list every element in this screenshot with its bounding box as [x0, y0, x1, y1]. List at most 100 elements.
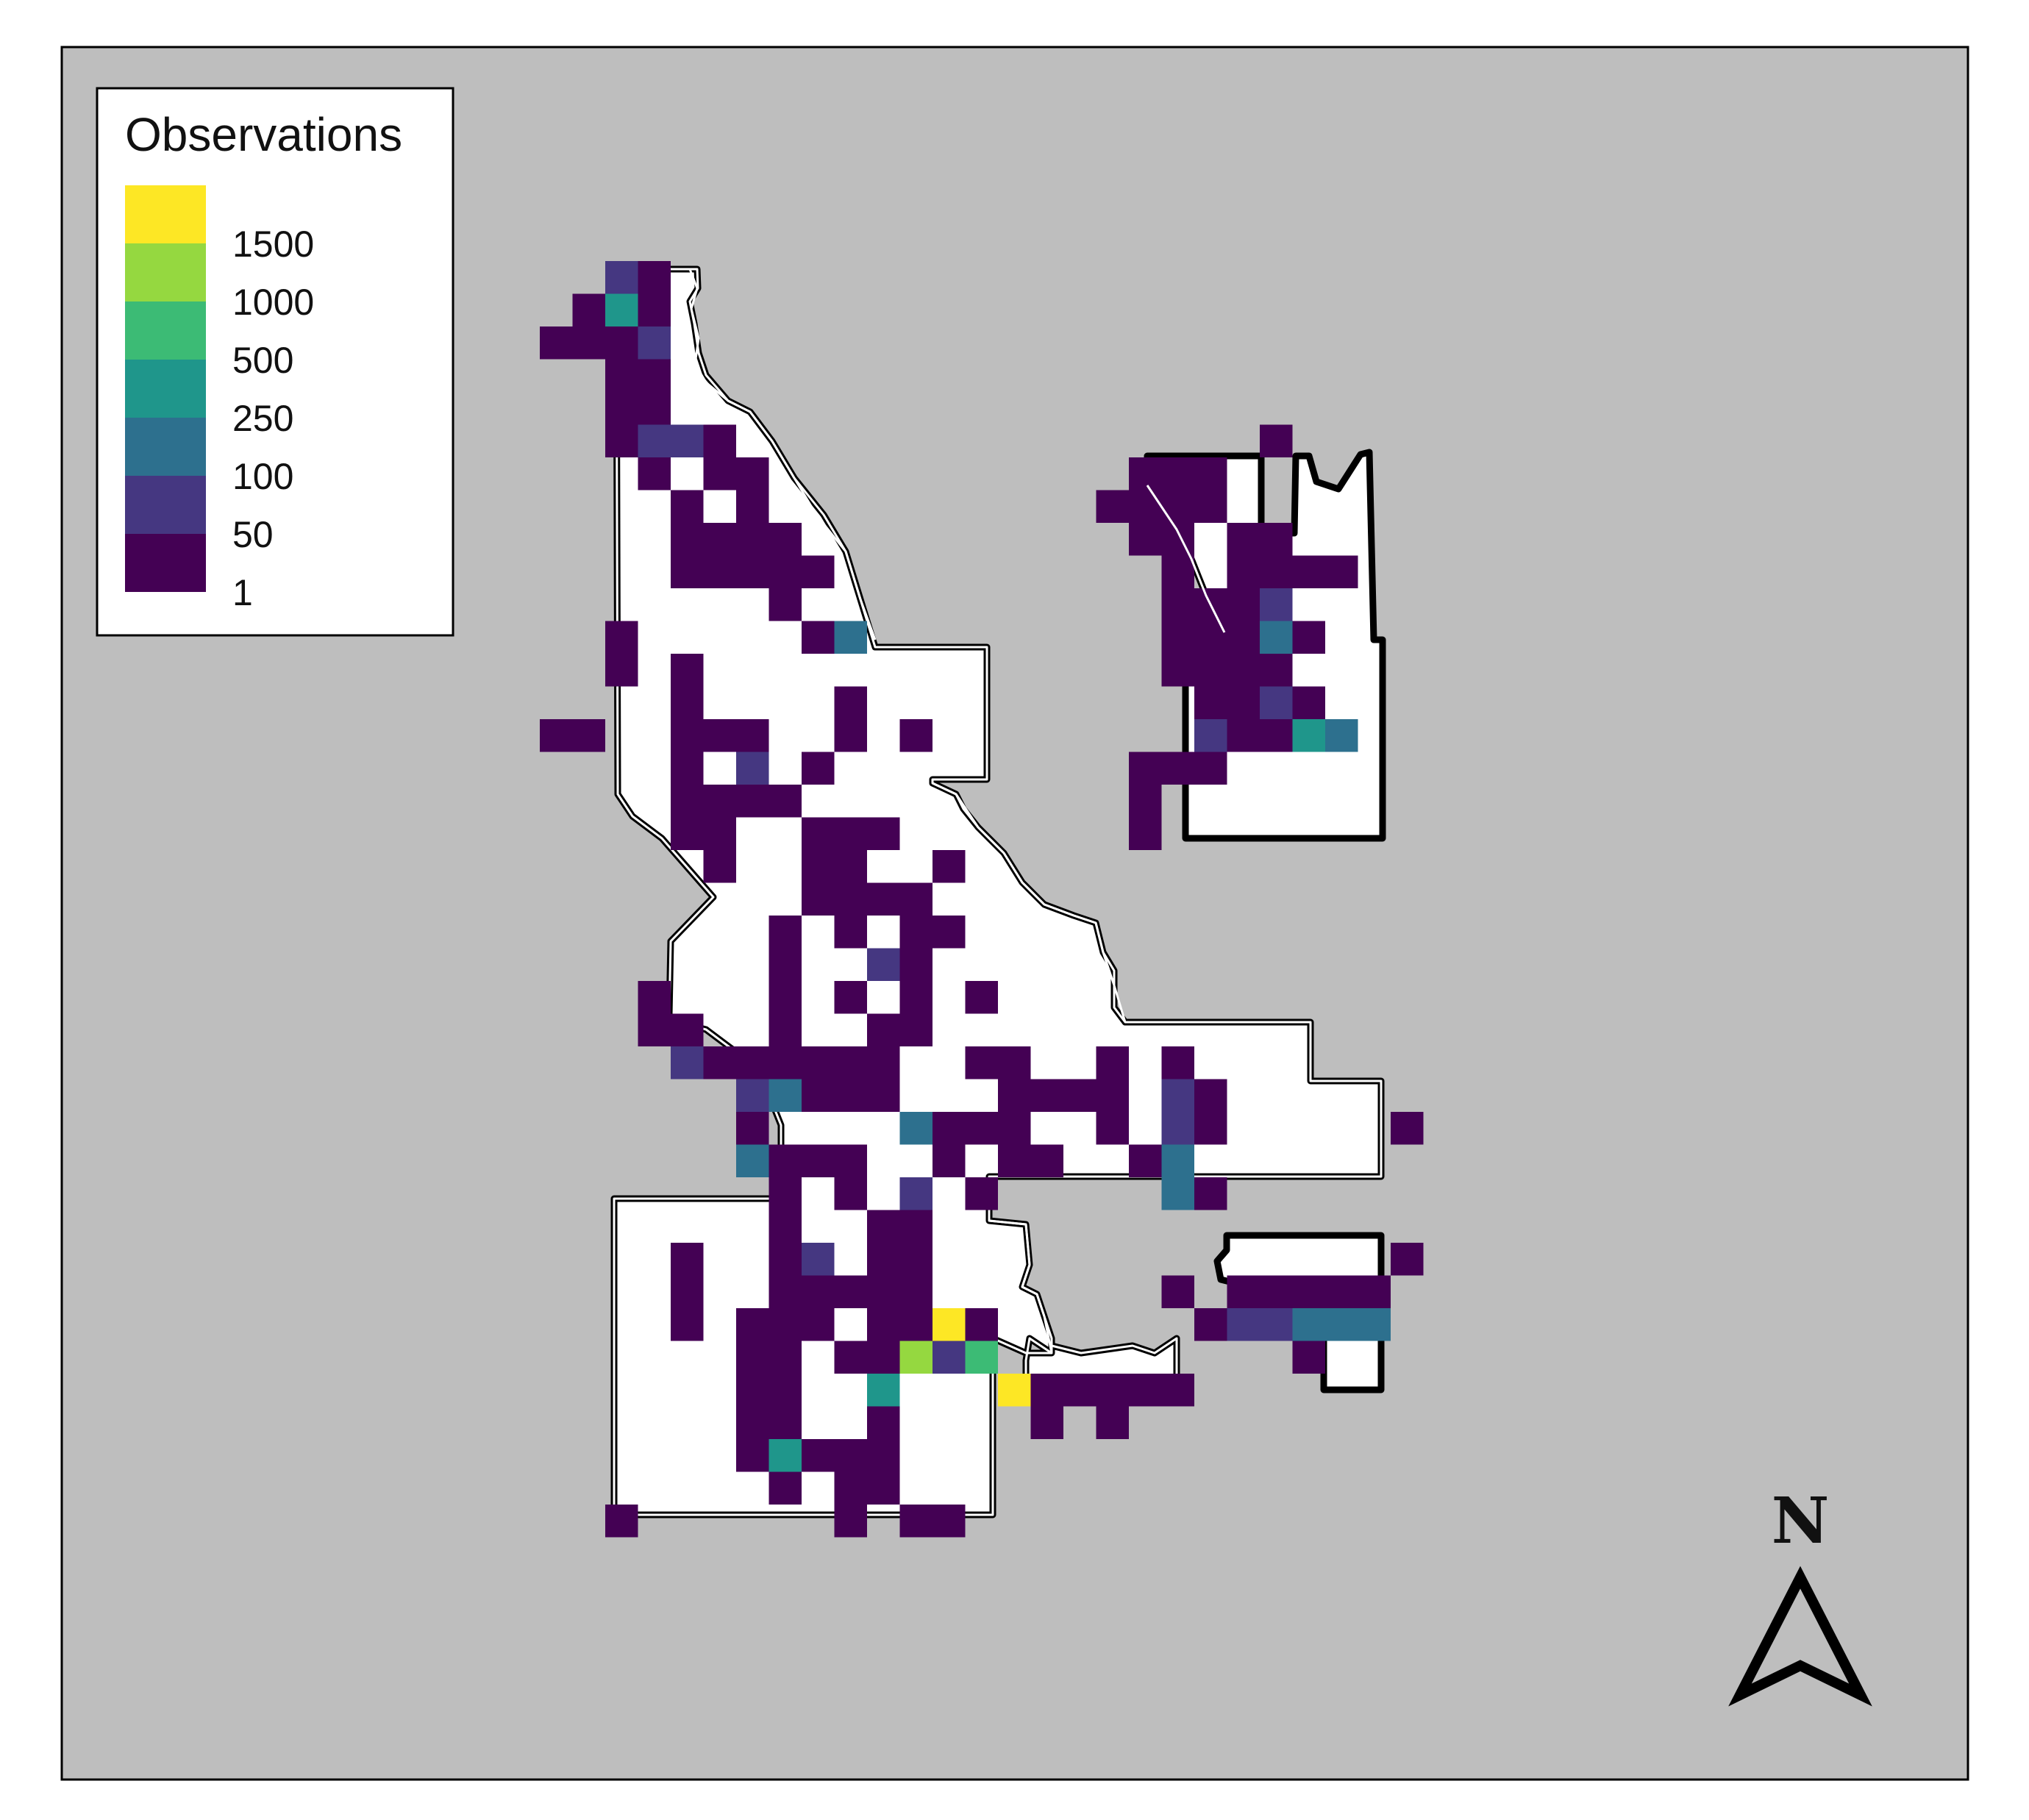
grid-cell [834, 882, 867, 916]
grid-cell [1129, 1374, 1162, 1407]
grid-cell [1227, 1308, 1260, 1341]
grid-cell [540, 326, 573, 360]
grid-cell [605, 293, 638, 326]
grid-cell [1129, 1144, 1162, 1177]
grid-cell [834, 1144, 867, 1177]
grid-cell [1194, 686, 1227, 719]
grid-cell [802, 850, 835, 883]
grid-cell [638, 392, 671, 425]
grid-cell [572, 719, 605, 752]
grid-cell [867, 1243, 900, 1276]
grid-cell [671, 1275, 704, 1308]
grid-cell [802, 1308, 835, 1341]
grid-cell [867, 817, 900, 850]
grid-cell [736, 1046, 769, 1079]
legend-title: Observations [125, 108, 402, 161]
grid-cell [638, 457, 671, 490]
grid-cell [638, 424, 671, 457]
grid-cell [769, 1308, 802, 1341]
grid-cell [1096, 1046, 1129, 1079]
grid-cell [899, 1275, 933, 1308]
grid-cell [1129, 523, 1162, 556]
grid-cell [1161, 1144, 1194, 1177]
grid-cell [998, 1079, 1031, 1112]
grid-cell [1129, 817, 1162, 850]
grid-cell [867, 1406, 900, 1439]
map-frame [60, 46, 1969, 1781]
grid-cell [802, 752, 835, 785]
grid-cell [769, 1079, 802, 1112]
grid-cell [769, 916, 802, 949]
grid-cell [1227, 1275, 1260, 1308]
river-line-central [932, 782, 1127, 1023]
grid-cell [1227, 523, 1260, 556]
grid-cell [834, 817, 867, 850]
grid-cell [802, 1275, 835, 1308]
grid-cell [933, 1144, 966, 1177]
grid-cell [736, 785, 769, 818]
grid-cell [834, 981, 867, 1014]
grid-cell [703, 555, 736, 588]
grid-cell [1260, 588, 1293, 621]
grid-cell [736, 719, 769, 752]
grid-cell [998, 1112, 1031, 1145]
grid-cell [671, 752, 704, 785]
legend-label: 1 [232, 572, 253, 613]
grid-cell [834, 621, 867, 654]
grid-cell [769, 981, 802, 1014]
grid-cell [605, 359, 638, 392]
grid-cell [1161, 1112, 1194, 1145]
grid-cell [671, 719, 704, 752]
legend-swatch [125, 185, 206, 243]
grid-cell [1161, 490, 1194, 523]
grid-cell [769, 1177, 802, 1210]
grid-cell [899, 1308, 933, 1341]
legend-swatch [125, 534, 206, 592]
grid-cell [899, 1013, 933, 1046]
grid-cell [834, 1341, 867, 1374]
grid-cell [638, 293, 671, 326]
north-arrow-icon [1728, 1566, 1872, 1707]
grid-cell [1292, 1341, 1325, 1374]
grid-cell [1161, 1079, 1194, 1112]
grid-cell [769, 948, 802, 981]
grid-cell [1194, 457, 1227, 490]
grid-cell [605, 261, 638, 294]
grid-cell [703, 850, 736, 883]
grid-cell [867, 1210, 900, 1243]
grid-cell [834, 1439, 867, 1472]
grid-cell [1129, 752, 1162, 785]
grid-cell [1325, 1275, 1358, 1308]
grid-cell [1260, 719, 1293, 752]
grid-cell [703, 424, 736, 457]
grid-cell [736, 1144, 769, 1177]
grid-cell [703, 457, 736, 490]
legend-swatch [125, 476, 206, 534]
legend-swatch [125, 301, 206, 360]
grid-cell [933, 850, 966, 883]
grid-cell [802, 1439, 835, 1472]
grid-cell [1292, 1275, 1325, 1308]
grid-cell [671, 654, 704, 687]
grid-cell [1194, 490, 1227, 523]
grid-cell [1358, 1308, 1391, 1341]
grid-cell [736, 1341, 769, 1374]
grid-cell [834, 686, 867, 719]
grid-cell [1194, 1112, 1227, 1145]
grid-cell [671, 523, 704, 556]
grid-cell [965, 1046, 998, 1079]
grid-cell [671, 1308, 704, 1341]
grid-cell [638, 326, 671, 360]
grid-cell [1194, 1308, 1227, 1341]
grid-cell [834, 1046, 867, 1079]
grid-cell [769, 1439, 802, 1472]
observation-cells [540, 261, 1424, 1538]
grid-cell [965, 1341, 998, 1374]
grid-cell [605, 326, 638, 360]
legend-swatch [125, 418, 206, 476]
grid-cell [1292, 719, 1325, 752]
grid-cell [1260, 1308, 1293, 1341]
grid-cell [899, 1210, 933, 1243]
grid-cell [802, 817, 835, 850]
